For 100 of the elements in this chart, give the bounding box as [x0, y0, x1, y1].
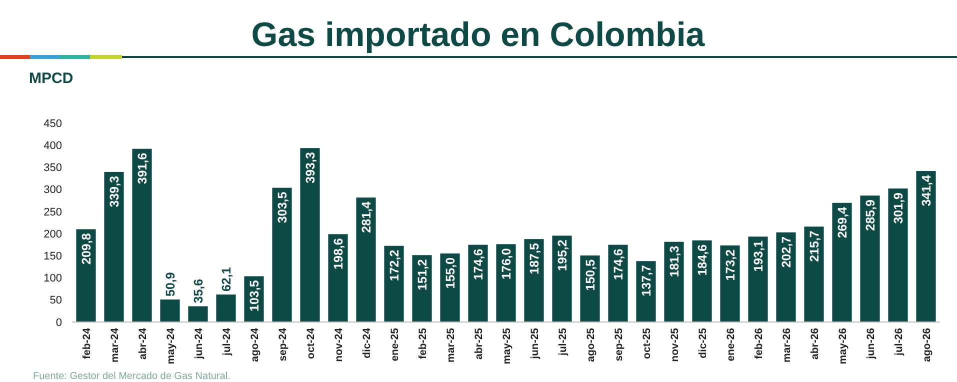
x-tick-label: dic-25: [697, 328, 709, 358]
bar: [412, 255, 432, 322]
x-tick-label: ene-25: [389, 328, 401, 362]
bar: [748, 236, 768, 322]
x-tick-label: sep-25: [613, 328, 625, 362]
x-tick-label: sep-24: [277, 328, 289, 362]
data-label: 50,9: [164, 272, 178, 296]
bar: [776, 232, 796, 322]
bar: [272, 188, 292, 322]
bar: [76, 229, 96, 322]
data-label: 174,6: [612, 248, 626, 280]
x-tick-label: mar-24: [109, 328, 121, 362]
bar: [664, 242, 684, 322]
y-tick-label: 450: [44, 118, 62, 130]
x-tick-label: jul-24: [221, 328, 233, 356]
y-tick-label: 100: [44, 272, 62, 285]
x-tick-label: jul-26: [893, 328, 905, 356]
data-label: 176,0: [500, 248, 514, 280]
bar: [832, 202, 852, 322]
data-label: 285,9: [864, 200, 878, 231]
data-label: 151,2: [416, 259, 430, 290]
data-label: 391,6: [136, 152, 150, 184]
x-tick-label: oct-24: [305, 328, 317, 359]
x-tick-label: may-26: [837, 328, 849, 364]
x-tick-label: nov-24: [333, 328, 345, 362]
y-tick-label: 50: [50, 294, 62, 307]
data-label: 103,5: [248, 280, 262, 312]
y-tick-label: 250: [44, 206, 62, 218]
y-tick-label: 350: [44, 162, 62, 174]
data-label: 269,4: [836, 206, 850, 238]
data-label: 195,2: [556, 240, 570, 271]
x-tick-label: jul-25: [557, 328, 569, 356]
data-label: 174,6: [472, 248, 486, 280]
data-label: 137,7: [640, 265, 654, 296]
data-label: 35,6: [192, 278, 206, 304]
data-label: 184,6: [696, 244, 710, 276]
data-label: 209,8: [80, 233, 94, 265]
data-label: 202,7: [780, 236, 794, 268]
x-tick-label: jun-24: [193, 328, 205, 360]
x-tick-label: jun-26: [865, 328, 877, 360]
y-tick-label: 0: [56, 316, 62, 329]
bar: [888, 188, 908, 322]
data-label: 62,1: [220, 267, 234, 292]
data-label: 303,5: [276, 192, 290, 224]
x-tick-label: feb-26: [753, 328, 765, 359]
x-tick-label: feb-25: [417, 328, 429, 359]
data-label: 155,0: [444, 257, 458, 289]
bar: [552, 236, 572, 322]
bar: [216, 294, 236, 322]
data-label: 173,2: [724, 249, 738, 281]
bar: [804, 226, 824, 322]
x-tick-label: abr-24: [137, 328, 149, 360]
bar: [692, 240, 712, 322]
data-label: 281,4: [360, 202, 374, 233]
x-tick-label: may-24: [165, 328, 177, 364]
bar: [720, 245, 740, 322]
data-label: 341,4: [920, 174, 934, 206]
bar: [608, 244, 628, 322]
x-tick-label: feb-24: [81, 328, 93, 359]
data-label: 172,2: [388, 250, 402, 282]
bar: [496, 244, 516, 322]
data-label: 301,9: [892, 192, 906, 224]
bar: [300, 148, 320, 322]
chart-title: Gas importado en Colombia: [251, 16, 706, 54]
x-tick-label: dic-24: [361, 328, 373, 358]
bar: [188, 306, 208, 322]
bar: [132, 148, 152, 322]
data-label: 187,5: [528, 243, 542, 274]
x-tick-label: oct-25: [641, 328, 653, 359]
x-tick-label: mar-25: [445, 328, 457, 362]
x-tick-label: ene-26: [725, 328, 737, 362]
bar: [636, 261, 656, 322]
data-label: 198,6: [332, 238, 346, 270]
bar: [104, 172, 124, 322]
source-note: Fuente: Gestor del Mercado de Gas Natural.: [33, 371, 230, 382]
x-tick-label: abr-25: [473, 328, 485, 360]
x-tick-label: ago-26: [921, 328, 933, 362]
x-tick-label: abr-26: [809, 328, 821, 360]
x-tick-label: nov-25: [669, 328, 681, 362]
bar: [524, 239, 544, 322]
bar: [356, 198, 376, 322]
bar: [328, 234, 348, 322]
data-label: 339,3: [108, 176, 122, 208]
bar: [160, 299, 180, 322]
bar: [384, 246, 404, 322]
y-tick-label: 150: [44, 250, 62, 263]
x-tick-label: mar-26: [781, 328, 793, 362]
bar: [860, 196, 880, 322]
x-tick-label: jun-25: [529, 328, 541, 360]
y-axis-title: MPCD: [29, 70, 74, 87]
data-label: 393,3: [304, 152, 318, 184]
bar: [468, 244, 488, 322]
y-tick-label: 400: [44, 140, 62, 152]
y-tick-label: 200: [44, 228, 62, 240]
x-tick-label: may-25: [501, 328, 513, 364]
x-tick-label: ago-25: [585, 328, 597, 362]
x-tick-label: ago-24: [249, 328, 261, 362]
data-label: 150,5: [584, 259, 598, 291]
bar: [916, 171, 936, 322]
data-label: 193,1: [752, 240, 766, 272]
